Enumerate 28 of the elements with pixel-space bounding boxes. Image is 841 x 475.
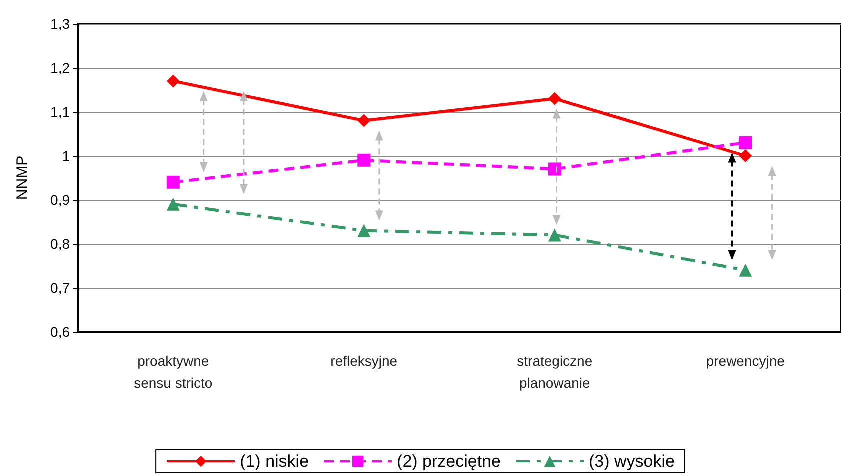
x-tick-label: strategiczne planowanie: [517, 353, 593, 391]
x-tick-label: proaktywne sensu stricto: [134, 353, 213, 391]
legend-label: (1) niskie: [240, 452, 310, 471]
point: [358, 154, 371, 167]
point: [548, 162, 562, 176]
y-tick-label: 1,2: [50, 60, 70, 76]
y-tick-label: 0,7: [50, 280, 70, 296]
y-axis-title: NNMP: [14, 156, 31, 200]
point: [548, 228, 562, 242]
legend-label: (3) wysokie: [588, 452, 675, 471]
point: [739, 136, 752, 150]
point: [166, 74, 180, 88]
x-tick-label: prewencyjne: [706, 353, 786, 369]
y-tick-label: 1,3: [50, 16, 70, 32]
point: [739, 264, 752, 277]
y-tick-label: 1: [62, 148, 70, 164]
point: [166, 198, 180, 211]
point: [739, 150, 752, 162]
y-tick-label: 0,8: [50, 236, 70, 252]
legend-label: (2) przeciętne: [397, 452, 501, 471]
x-tick-label: refleksyjne: [330, 353, 398, 369]
point: [166, 176, 180, 189]
point: [548, 92, 562, 106]
point: [358, 224, 371, 238]
y-tick-label: 1,1: [50, 104, 70, 120]
y-tick-label: 0,9: [50, 192, 70, 208]
point: [358, 114, 371, 128]
y-tick-label: 0,6: [50, 324, 70, 340]
